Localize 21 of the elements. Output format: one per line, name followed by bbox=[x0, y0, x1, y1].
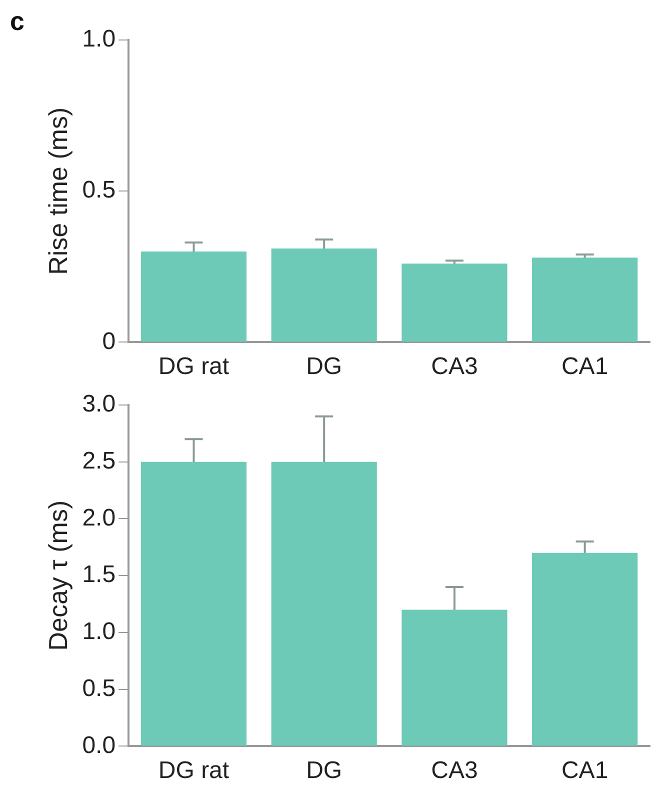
y-tick-label: 0 bbox=[102, 328, 116, 355]
y-axis-title: Decay τ (ms) bbox=[42, 500, 73, 651]
x-tick-label: DG rat bbox=[158, 353, 230, 380]
text: c bbox=[10, 6, 24, 36]
x-tick-label: DG rat bbox=[158, 757, 230, 784]
y-tick-label: 0.5 bbox=[82, 674, 116, 702]
y-tick-label: 3.0 bbox=[82, 390, 116, 418]
y-tick-label: 1.0 bbox=[82, 618, 116, 646]
x-tick-label: CA3 bbox=[431, 757, 478, 784]
y-tick-label: 2.5 bbox=[82, 447, 116, 474]
y-tick-label: 1.0 bbox=[82, 26, 116, 53]
y-tick-label: 1.5 bbox=[82, 561, 116, 588]
y-axis-title: Rise time (ms) bbox=[42, 107, 73, 275]
x-tick-label: DG bbox=[306, 353, 342, 380]
x-tick-label: CA1 bbox=[561, 353, 608, 380]
x-tick-label: CA3 bbox=[431, 353, 478, 380]
y-tick-label: 0.5 bbox=[82, 176, 116, 204]
y-tick-label: 2.0 bbox=[82, 504, 116, 532]
x-tick-label: CA1 bbox=[561, 757, 608, 784]
x-tick-label: DG bbox=[306, 757, 342, 784]
y-tick-label: 0.0 bbox=[82, 732, 116, 759]
